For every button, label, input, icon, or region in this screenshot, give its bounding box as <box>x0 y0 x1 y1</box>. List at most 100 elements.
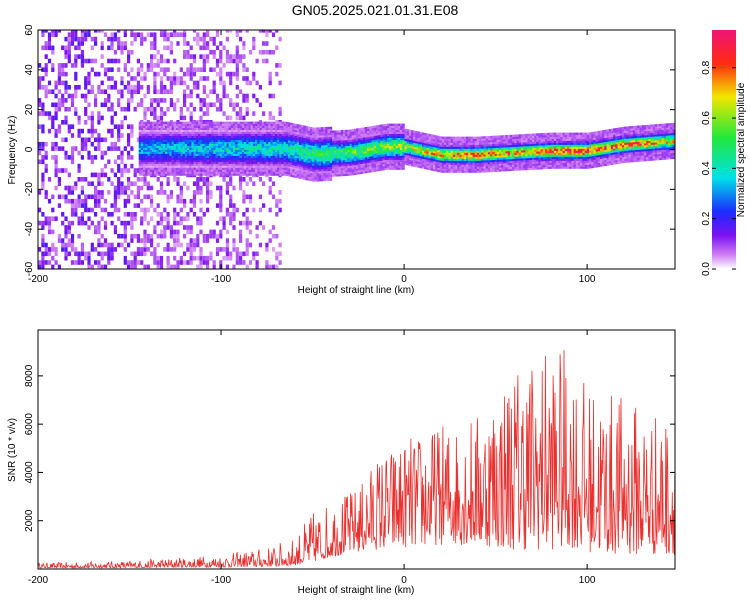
spectrogram-cell <box>127 155 131 160</box>
spectrogram-cell <box>156 139 159 142</box>
spectrogram-cell <box>44 45 48 51</box>
spectrogram-cell <box>211 149 214 152</box>
spectrogram-cell <box>285 173 289 176</box>
spectrogram-cell <box>358 169 361 173</box>
spectrogram-cell <box>415 151 418 154</box>
spectrogram-cell <box>206 171 210 174</box>
spectrogram-cell <box>156 233 160 239</box>
spectrogram-cell <box>74 203 78 208</box>
spectrogram-cell <box>47 115 52 121</box>
spectrogram-cell <box>373 165 377 168</box>
spectrogram-cell <box>187 143 190 146</box>
spectrogram-cell <box>318 149 322 152</box>
spectrogram-cell <box>178 141 181 144</box>
spectrogram-cell <box>362 135 366 138</box>
spectrogram-cell <box>345 141 348 145</box>
spectrogram-cell <box>252 131 256 134</box>
spectrogram-cell <box>158 139 161 142</box>
spectrogram-cell <box>230 137 234 140</box>
spectrogram-cell <box>369 132 372 135</box>
spectrogram-cell <box>259 161 262 164</box>
spectrogram-cell <box>166 177 170 182</box>
spectrogram-cell <box>358 160 361 163</box>
spectrogram-cell <box>393 139 396 142</box>
spectrogram-cell <box>219 141 223 144</box>
spectrogram-cell <box>147 157 150 160</box>
spectrogram-cell <box>246 121 249 124</box>
spectrogram-cell <box>192 54 197 59</box>
spectrogram-cell <box>133 203 137 208</box>
spectrogram-cell <box>257 153 260 156</box>
spectrogram-cell <box>167 125 170 128</box>
spectrogram-cell <box>222 159 225 162</box>
spectrogram-cell <box>301 159 304 162</box>
spectrogram-cell <box>213 133 216 136</box>
spectrogram-cell <box>198 129 201 132</box>
spectrogram-cell <box>154 173 157 176</box>
spectrogram-cell <box>156 127 159 130</box>
spectrogram-cell <box>183 216 187 221</box>
spectrogram-cell <box>130 220 134 226</box>
spectrogram-cell <box>211 137 214 140</box>
spectrogram-cell <box>261 149 265 152</box>
spectrogram-cell <box>127 220 131 226</box>
spectrogram-cell <box>38 111 42 116</box>
spectrogram-cell <box>215 145 218 148</box>
spectrogram-cell <box>193 137 196 140</box>
spectrogram-cell <box>245 106 249 112</box>
spectrogram-cell <box>265 58 269 64</box>
spectrogram-cell <box>237 135 240 138</box>
spectrogram-cell <box>360 143 363 147</box>
spectrogram-cell <box>393 145 396 148</box>
spectrogram-cell <box>340 173 344 177</box>
spectrogram-cell <box>199 102 203 108</box>
spectrogram-cell <box>138 171 142 174</box>
spectrogram-cell <box>356 148 359 151</box>
spectrogram-cell <box>130 124 134 129</box>
spectrogram-cell <box>382 128 385 131</box>
spectrogram-cell <box>323 148 326 152</box>
spectrogram-cell <box>373 137 377 140</box>
spectrogram-cell <box>305 167 308 171</box>
spectrogram-cell <box>94 203 98 208</box>
spectrogram-cell <box>182 155 185 158</box>
spectrogram-cell <box>167 135 170 138</box>
spectrogram-cell <box>160 171 163 174</box>
spectrogram-cell <box>422 140 425 143</box>
spectrogram-cell <box>193 169 196 172</box>
spectrogram-cell <box>215 238 220 243</box>
spectrogram-cell <box>294 149 297 152</box>
spectrogram-cell <box>169 141 172 144</box>
spectrogram-cell <box>215 137 218 140</box>
spectrogram-cell <box>336 130 339 133</box>
spectrogram-cell <box>80 93 84 99</box>
spectrogram-cell <box>215 127 218 130</box>
spectrogram-cell <box>292 143 295 146</box>
spectrogram-cell <box>225 264 229 269</box>
spectrogram-cell <box>162 159 166 162</box>
spectrogram-cell <box>261 163 265 166</box>
spectrogram-cell <box>143 247 147 252</box>
spectrogram-cell <box>336 138 339 141</box>
spectrogram-cell <box>321 174 324 178</box>
spectrogram-cell <box>186 247 190 252</box>
spectrogram-cell <box>64 247 68 252</box>
spectrogram-cell <box>422 134 425 137</box>
spectrogram-cell <box>239 131 243 134</box>
spectrogram-cell <box>356 128 359 131</box>
spectrogram-cell <box>364 131 368 134</box>
spectrogram-cell <box>371 167 374 171</box>
spectrogram-cell <box>271 194 276 200</box>
spectrogram-cell <box>413 148 416 151</box>
spectrogram-cell <box>296 142 300 145</box>
spectrogram-cell <box>371 143 374 147</box>
spectrogram-cell <box>103 32 108 37</box>
spectrogram-cell <box>97 194 101 200</box>
spectrogram-cell <box>274 167 278 170</box>
spectrogram-cell <box>180 149 183 152</box>
spectrogram-cell <box>80 141 84 147</box>
spectrogram-cell <box>229 255 233 261</box>
spectrogram-cell <box>38 76 42 81</box>
spectrogram-cell <box>369 154 372 157</box>
spectrogram-cell <box>140 167 144 170</box>
